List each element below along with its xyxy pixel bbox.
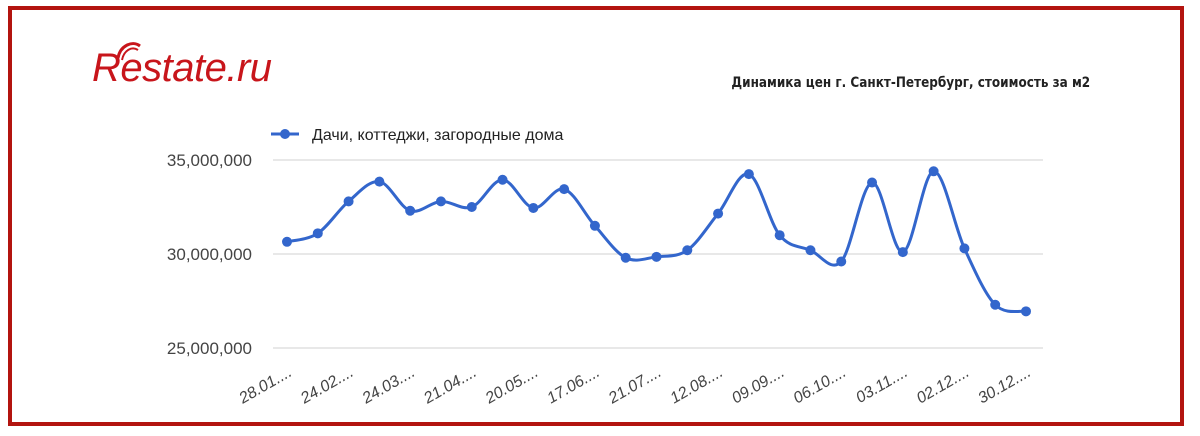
x-tick-label: 02.12....: [914, 364, 973, 408]
logo-swoosh-icon: [116, 42, 141, 61]
data-point[interactable]: [897, 247, 908, 258]
x-tick-label: 24.03....: [359, 364, 418, 408]
logo-text: Restate.ru: [92, 46, 272, 90]
legend-label: Дачи, коттеджи, загородные дома: [312, 127, 563, 144]
x-tick-label: 21.04....: [420, 364, 479, 408]
data-point[interactable]: [497, 174, 508, 185]
x-tick-label: 03.11....: [853, 364, 911, 407]
data-point[interactable]: [282, 236, 292, 247]
data-point[interactable]: [528, 202, 539, 213]
x-tick-label: 30.12....: [975, 364, 1034, 408]
data-point[interactable]: [466, 202, 477, 212]
y-tick-label: 30,000,000: [167, 245, 252, 264]
data-point[interactable]: [743, 169, 754, 180]
data-point[interactable]: [990, 299, 1001, 310]
data-point[interactable]: [620, 252, 631, 263]
data-point[interactable]: [1021, 306, 1031, 317]
data-point[interactable]: [959, 243, 970, 254]
legend-marker: [280, 129, 290, 139]
restate-logo: Restate.ru: [92, 42, 272, 90]
data-point[interactable]: [651, 251, 662, 262]
data-point[interactable]: [774, 230, 785, 241]
legend: Дачи, коттеджи, загородные дома: [271, 127, 563, 144]
data-point[interactable]: [589, 220, 600, 231]
data-point[interactable]: [713, 208, 724, 219]
x-tick-label: 24.02....: [297, 364, 356, 408]
y-tick-label: 35,000,000: [167, 151, 252, 170]
y-axis: 35,000,000 30,000,000 25,000,000: [167, 151, 252, 358]
y-tick-label: 25,000,000: [167, 339, 252, 358]
series-layer: [282, 166, 1031, 317]
data-point[interactable]: [374, 176, 385, 187]
x-tick-label: 20.05....: [482, 364, 541, 408]
data-point[interactable]: [682, 245, 693, 256]
data-point[interactable]: [836, 256, 847, 267]
data-point[interactable]: [928, 166, 939, 177]
x-tick-label: 09.09....: [729, 364, 788, 408]
data-point[interactable]: [405, 205, 416, 216]
data-point[interactable]: [435, 196, 446, 207]
chart-frame: [8, 6, 1184, 426]
data-point[interactable]: [312, 228, 323, 239]
data-point[interactable]: [559, 184, 570, 195]
x-tick-label: 12.08....: [668, 364, 727, 408]
data-point[interactable]: [867, 177, 878, 188]
x-tick-label: 17.06....: [544, 364, 603, 408]
x-tick-label: 28.01....: [236, 364, 295, 408]
chart-title: Динамика цен г. Санкт-Петербург, стоимос…: [731, 75, 1090, 91]
data-point[interactable]: [343, 196, 354, 207]
x-tick-label: 06.10....: [791, 364, 850, 408]
series-line: [286, 169, 1027, 314]
x-tick-label: 21.07....: [605, 364, 664, 408]
data-point[interactable]: [805, 245, 816, 256]
x-axis: 28.01.... 24.02.... 24.03.... 21.04.... 20.0…: [236, 364, 1034, 408]
